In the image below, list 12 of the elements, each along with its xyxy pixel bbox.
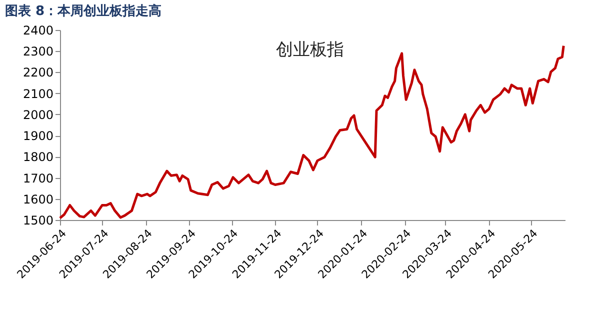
- y-tick-label: 2000: [22, 108, 54, 122]
- y-tick-label: 2400: [22, 24, 54, 38]
- y-tick-label: 2300: [22, 44, 54, 59]
- y-tick-label: 1600: [22, 192, 54, 206]
- chart-title: 图表 8：本周创业板指走高: [5, 3, 162, 19]
- y-tick-label: 1900: [22, 129, 54, 144]
- y-tick-label: 2200: [22, 66, 54, 80]
- y-tick-label: 2100: [22, 86, 54, 101]
- annotation: 创业板指: [276, 40, 344, 60]
- y-tick-label: 1500: [22, 214, 54, 228]
- y-tick-label: 1800: [22, 150, 54, 164]
- y-tick-label: 1700: [22, 171, 54, 186]
